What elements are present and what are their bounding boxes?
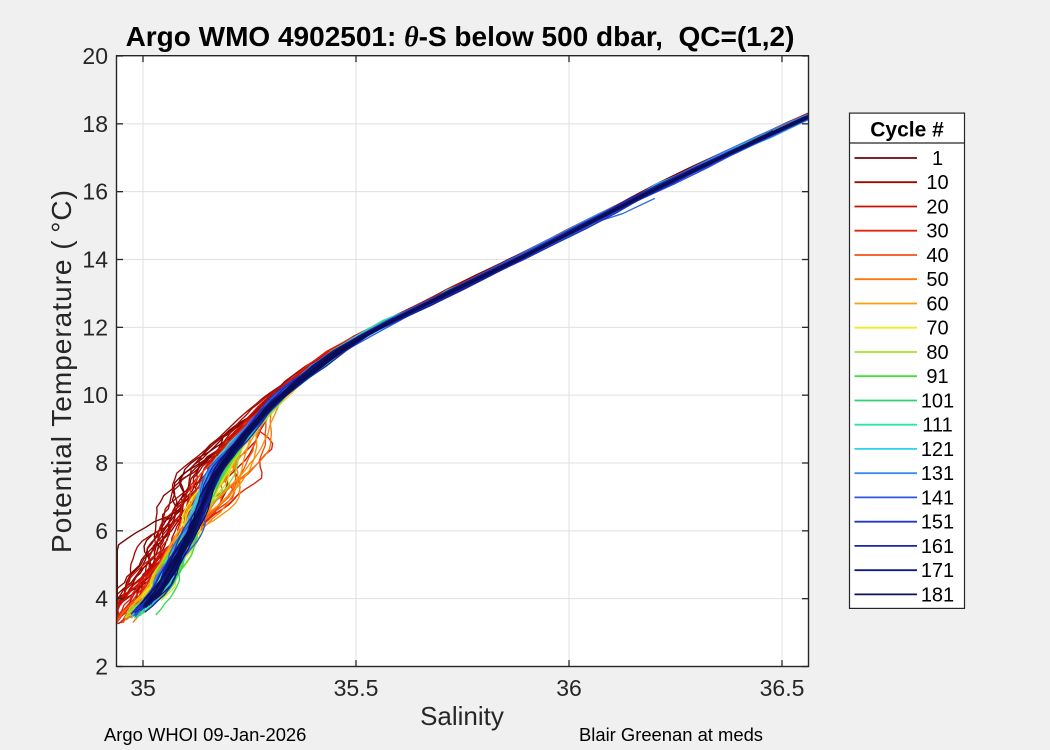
svg-text:30: 30 (926, 221, 948, 243)
svg-text:4: 4 (95, 586, 108, 612)
svg-text:131: 131 (921, 463, 954, 485)
svg-text:10: 10 (926, 172, 948, 194)
svg-text:10: 10 (82, 382, 108, 408)
svg-text:35: 35 (130, 675, 156, 701)
svg-text:Potential Temperature ( °C): Potential Temperature ( °C) (46, 189, 77, 553)
svg-text:40: 40 (926, 245, 948, 267)
svg-text:121: 121 (921, 439, 954, 461)
svg-text:80: 80 (926, 342, 948, 364)
svg-text:70: 70 (926, 318, 948, 340)
svg-text:36: 36 (556, 675, 582, 701)
svg-text:Argo WHOI 09-Jan-2026: Argo WHOI 09-Jan-2026 (104, 724, 306, 745)
svg-text:101: 101 (921, 391, 954, 413)
svg-text:2: 2 (95, 654, 108, 680)
svg-text:111: 111 (922, 415, 952, 437)
svg-text:14: 14 (82, 247, 108, 273)
svg-text:Cycle #: Cycle # (870, 119, 944, 142)
svg-text:1: 1 (932, 148, 943, 170)
svg-text:16: 16 (82, 179, 108, 205)
svg-text:161: 161 (921, 536, 954, 558)
svg-text:6: 6 (95, 518, 108, 544)
svg-text:60: 60 (926, 294, 948, 316)
svg-text:181: 181 (921, 584, 954, 606)
svg-text:35.5: 35.5 (334, 675, 379, 701)
svg-text:18: 18 (82, 111, 108, 137)
svg-text:20: 20 (82, 43, 108, 69)
svg-text:171: 171 (921, 560, 954, 582)
svg-text:Argo WMO 4902501: θ-S below 50: Argo WMO 4902501: θ-S below 500 dbar, QC… (126, 21, 795, 53)
svg-text:Salinity: Salinity (420, 701, 504, 731)
svg-text:141: 141 (921, 487, 954, 509)
svg-text:36.5: 36.5 (760, 675, 805, 701)
svg-text:151: 151 (921, 512, 954, 534)
svg-text:50: 50 (926, 269, 948, 291)
svg-text:91: 91 (926, 366, 948, 388)
svg-text:Blair Greenan at meds: Blair Greenan at meds (579, 724, 763, 745)
svg-text:12: 12 (82, 314, 108, 340)
svg-text:20: 20 (926, 197, 948, 219)
svg-text:8: 8 (95, 450, 108, 476)
